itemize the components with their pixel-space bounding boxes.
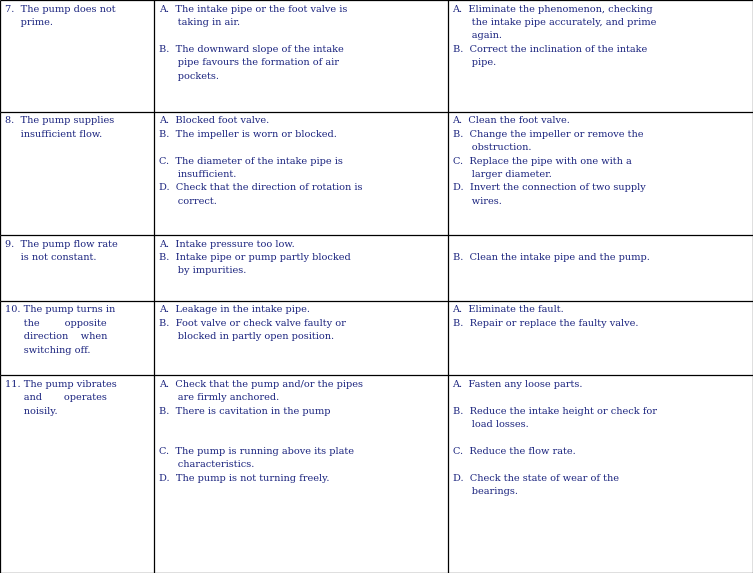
Text: C.  The pump is running above its plate: C. The pump is running above its plate	[159, 447, 354, 456]
Text: 11. The pump vibrates: 11. The pump vibrates	[5, 380, 116, 389]
Text: B.  Reduce the intake height or check for: B. Reduce the intake height or check for	[453, 407, 657, 416]
Text: insufficient.: insufficient.	[159, 170, 236, 179]
Text: A.  Fasten any loose parts.: A. Fasten any loose parts.	[453, 380, 583, 389]
Text: correct.: correct.	[159, 197, 217, 206]
Text: again.: again.	[453, 32, 501, 41]
Text: bearings.: bearings.	[453, 487, 517, 496]
Text: load losses.: load losses.	[453, 420, 529, 429]
Text: D.  Invert the connection of two supply: D. Invert the connection of two supply	[453, 183, 645, 193]
Text: and       operates: and operates	[5, 393, 106, 402]
Text: A.  Check that the pump and/or the pipes: A. Check that the pump and/or the pipes	[159, 380, 363, 389]
Text: characteristics.: characteristics.	[159, 460, 255, 469]
Text: B.  Intake pipe or pump partly blocked: B. Intake pipe or pump partly blocked	[159, 253, 351, 262]
Text: are firmly anchored.: are firmly anchored.	[159, 393, 279, 402]
Text: D.  Check that the direction of rotation is: D. Check that the direction of rotation …	[159, 183, 362, 193]
Text: pockets.: pockets.	[159, 72, 219, 81]
Text: larger diameter.: larger diameter.	[453, 170, 551, 179]
Text: A.  Clean the foot valve.: A. Clean the foot valve.	[453, 116, 571, 125]
Text: switching off.: switching off.	[5, 346, 90, 355]
Text: insufficient flow.: insufficient flow.	[5, 129, 102, 139]
Text: pipe.: pipe.	[453, 58, 495, 67]
Text: pipe favours the formation of air: pipe favours the formation of air	[159, 58, 339, 67]
Text: the        opposite: the opposite	[5, 319, 106, 328]
Text: prime.: prime.	[5, 18, 53, 27]
Text: D.  Check the state of wear of the: D. Check the state of wear of the	[453, 474, 618, 483]
Text: C.  Reduce the flow rate.: C. Reduce the flow rate.	[453, 447, 575, 456]
Text: 7.  The pump does not: 7. The pump does not	[5, 5, 115, 14]
Text: the intake pipe accurately, and prime: the intake pipe accurately, and prime	[453, 18, 656, 27]
Text: B.  Foot valve or check valve faulty or: B. Foot valve or check valve faulty or	[159, 319, 346, 328]
Text: direction    when: direction when	[5, 332, 107, 342]
Text: A.  Eliminate the phenomenon, checking: A. Eliminate the phenomenon, checking	[453, 5, 653, 14]
Text: A.  Blocked foot valve.: A. Blocked foot valve.	[159, 116, 269, 125]
Text: A.  Eliminate the fault.: A. Eliminate the fault.	[453, 305, 564, 315]
Text: B.  The impeller is worn or blocked.: B. The impeller is worn or blocked.	[159, 129, 337, 139]
Text: D.  The pump is not turning freely.: D. The pump is not turning freely.	[159, 474, 329, 483]
Text: 10. The pump turns in: 10. The pump turns in	[5, 305, 114, 315]
Text: C.  The diameter of the intake pipe is: C. The diameter of the intake pipe is	[159, 156, 343, 166]
Text: A.  Intake pressure too low.: A. Intake pressure too low.	[159, 240, 294, 249]
Text: A.  Leakage in the intake pipe.: A. Leakage in the intake pipe.	[159, 305, 310, 315]
Text: B.  The downward slope of the intake: B. The downward slope of the intake	[159, 45, 343, 54]
Text: 8.  The pump supplies: 8. The pump supplies	[5, 116, 114, 125]
Text: B.  There is cavitation in the pump: B. There is cavitation in the pump	[159, 407, 331, 416]
Text: taking in air.: taking in air.	[159, 18, 240, 27]
Text: B.  Correct the inclination of the intake: B. Correct the inclination of the intake	[453, 45, 647, 54]
Text: is not constant.: is not constant.	[5, 253, 96, 262]
Text: noisily.: noisily.	[5, 407, 57, 416]
Text: obstruction.: obstruction.	[453, 143, 531, 152]
Text: blocked in partly open position.: blocked in partly open position.	[159, 332, 334, 342]
Text: 9.  The pump flow rate: 9. The pump flow rate	[5, 240, 117, 249]
Text: A.  The intake pipe or the foot valve is: A. The intake pipe or the foot valve is	[159, 5, 347, 14]
Text: by impurities.: by impurities.	[159, 266, 246, 276]
Text: B.  Clean the intake pipe and the pump.: B. Clean the intake pipe and the pump.	[453, 253, 649, 262]
Text: B.  Repair or replace the faulty valve.: B. Repair or replace the faulty valve.	[453, 319, 638, 328]
Text: C.  Replace the pipe with one with a: C. Replace the pipe with one with a	[453, 156, 631, 166]
Text: wires.: wires.	[453, 197, 501, 206]
Text: B.  Change the impeller or remove the: B. Change the impeller or remove the	[453, 129, 643, 139]
